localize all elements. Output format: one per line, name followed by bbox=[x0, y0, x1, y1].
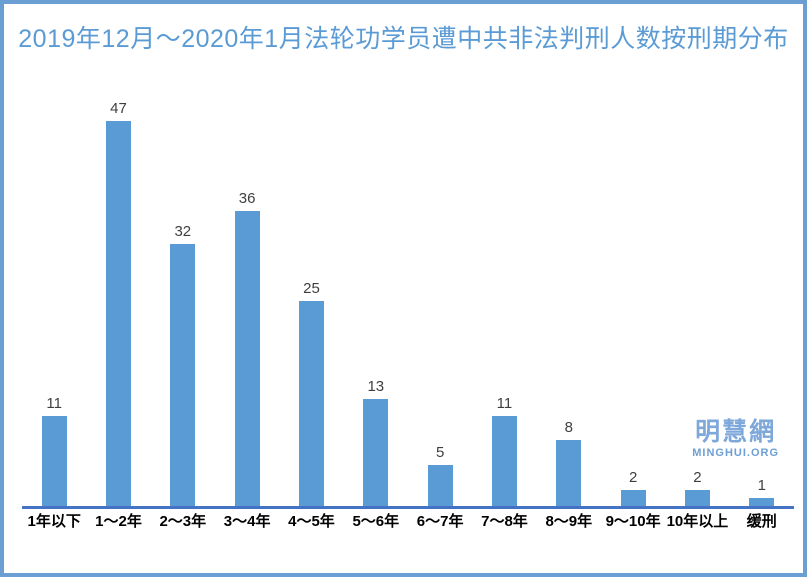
bar-column: 11 bbox=[22, 94, 86, 506]
bar bbox=[105, 121, 131, 506]
x-axis-label: 3～4年 bbox=[223, 513, 271, 530]
x-axis-label: 5～6年 bbox=[352, 513, 400, 530]
x-axis-label: 8～9年 bbox=[545, 513, 593, 530]
bar-column: 8 bbox=[537, 94, 601, 506]
bar-value-label: 11 bbox=[46, 395, 62, 412]
x-axis-label: 1～2年 bbox=[95, 513, 142, 530]
x-axis-line bbox=[22, 506, 794, 509]
x-axis-label: 10年以上 bbox=[666, 513, 729, 530]
bar bbox=[427, 465, 453, 506]
bar bbox=[234, 211, 260, 506]
x-axis-label: 2～3年 bbox=[159, 513, 207, 530]
bar-column: 2 bbox=[601, 94, 665, 506]
plot-area: 11 47 32 36 25 13 5 11 8 2 2 1 bbox=[22, 94, 794, 506]
bar-column: 2 bbox=[665, 94, 729, 506]
bar bbox=[491, 416, 517, 506]
bar-value-label: 1 bbox=[757, 477, 766, 494]
x-axis-label: 1年以下 bbox=[27, 513, 81, 530]
x-axis-label: 9～10年 bbox=[605, 513, 661, 530]
bar bbox=[749, 498, 775, 506]
bar bbox=[620, 490, 646, 506]
bar-column: 11 bbox=[472, 94, 536, 506]
watermark-cjk-text: 明慧網 bbox=[695, 418, 777, 446]
bar-column: 36 bbox=[215, 94, 279, 506]
bar-value-label: 5 bbox=[435, 444, 445, 461]
bar-value-label: 2 bbox=[693, 469, 702, 486]
bar-value-label: 36 bbox=[238, 190, 256, 207]
bar bbox=[556, 440, 582, 506]
bar-value-label: 13 bbox=[367, 378, 385, 395]
bar-value-label: 32 bbox=[174, 223, 192, 240]
x-axis-label: 7～8年 bbox=[481, 513, 528, 530]
x-axis-label: 缓刑 bbox=[746, 513, 777, 530]
bar-value-label: 11 bbox=[496, 395, 513, 412]
bar bbox=[684, 490, 710, 506]
bar bbox=[363, 399, 389, 506]
bar-column: 32 bbox=[151, 94, 215, 506]
bar bbox=[298, 301, 324, 506]
bar-column: 1 bbox=[730, 94, 794, 506]
minghui-watermark: 明慧網 MINGHUI.ORG bbox=[692, 420, 779, 459]
chart-title: 2019年12月～2020年1月法轮功学员遭中共非法判刑人数按刑期分布 bbox=[18, 25, 789, 53]
bar-column: 13 bbox=[344, 94, 408, 506]
bar bbox=[41, 416, 67, 506]
x-axis-label: 6～7年 bbox=[416, 513, 464, 530]
bar-value-label: 8 bbox=[564, 419, 573, 436]
bar-column: 47 bbox=[86, 94, 150, 506]
watermark-latin-text: MINGHUI.ORG bbox=[692, 447, 779, 459]
bar-value-label: 2 bbox=[628, 469, 638, 486]
bar-column: 5 bbox=[408, 94, 472, 506]
x-axis-labels: 1年以下 1～2年 2～3年 3～4年 4～5年 5～6年 6～7年 7～8年 8～9年 9～10… bbox=[22, 513, 794, 531]
bar-column: 25 bbox=[279, 94, 343, 506]
bar-value-label: 47 bbox=[110, 100, 127, 117]
bar-value-label: 25 bbox=[303, 280, 320, 297]
x-axis-label: 4～5年 bbox=[288, 513, 335, 530]
bar bbox=[170, 244, 196, 506]
